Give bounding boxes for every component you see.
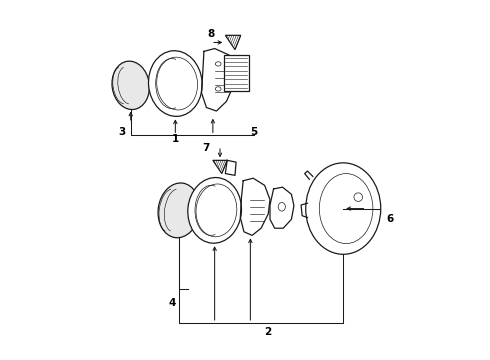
Text: 5: 5 [250,127,258,137]
Text: 1: 1 [172,134,179,144]
Ellipse shape [215,62,221,66]
Text: 7: 7 [203,143,210,153]
Ellipse shape [354,193,363,202]
Ellipse shape [306,163,381,254]
Ellipse shape [226,64,230,68]
Text: 2: 2 [265,327,272,337]
Ellipse shape [157,57,197,110]
Text: 6: 6 [386,214,393,224]
Ellipse shape [215,87,221,91]
Ellipse shape [158,183,200,238]
Text: 8: 8 [207,28,215,39]
Polygon shape [213,160,227,174]
Ellipse shape [319,174,373,244]
Ellipse shape [148,51,202,116]
Ellipse shape [278,203,285,211]
Ellipse shape [188,177,242,243]
Ellipse shape [226,78,230,82]
Polygon shape [225,35,241,50]
Text: 3: 3 [118,127,125,137]
Ellipse shape [112,61,149,109]
Text: 4: 4 [168,298,175,308]
Ellipse shape [196,184,237,237]
Bar [223,55,248,91]
